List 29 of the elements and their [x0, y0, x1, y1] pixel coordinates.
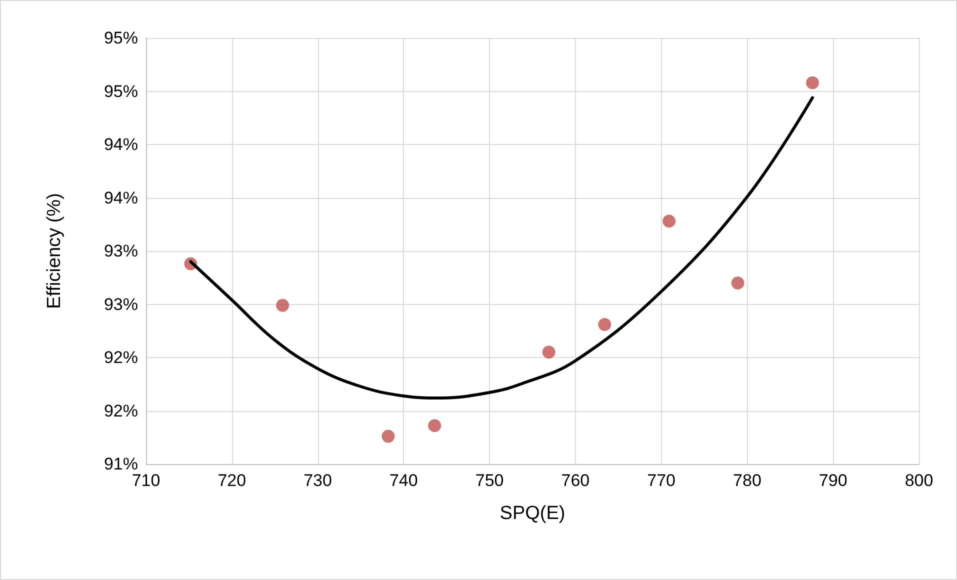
- y-tick-label: 94%: [104, 135, 138, 154]
- y-tick-label: 92%: [104, 401, 138, 420]
- point: [428, 419, 442, 432]
- y-tick-label: 95%: [104, 82, 138, 101]
- y-tick-label: 91%: [104, 454, 138, 474]
- x-tick-label: 710: [132, 471, 160, 490]
- point: [806, 76, 819, 90]
- y-tick-label: 95%: [104, 28, 138, 48]
- x-tick-label: 800: [904, 471, 934, 490]
- x-tick-label: 730: [304, 471, 332, 490]
- x-tick-label: 760: [561, 471, 590, 490]
- x-tick-label: 740: [389, 471, 418, 490]
- point: [731, 276, 744, 290]
- point: [598, 318, 612, 331]
- x-tick-label: 720: [218, 471, 246, 490]
- y-tick-label: 93%: [104, 294, 138, 314]
- x-axis-title: SPQ(E): [500, 503, 566, 524]
- y-tick-label: 92%: [104, 348, 138, 367]
- point: [276, 298, 290, 312]
- x-tick-label: 750: [475, 471, 504, 490]
- point: [382, 430, 395, 443]
- point: [542, 346, 556, 359]
- y-tick-label: 93%: [104, 242, 138, 260]
- x-tick-label: 790: [818, 471, 848, 490]
- x-tick-label: 770: [647, 471, 676, 490]
- y-tick-label: 94%: [104, 188, 138, 208]
- x-tick-label: 780: [733, 471, 762, 490]
- point: [662, 214, 676, 228]
- y-axis-title: Efficiency (%): [44, 193, 65, 309]
